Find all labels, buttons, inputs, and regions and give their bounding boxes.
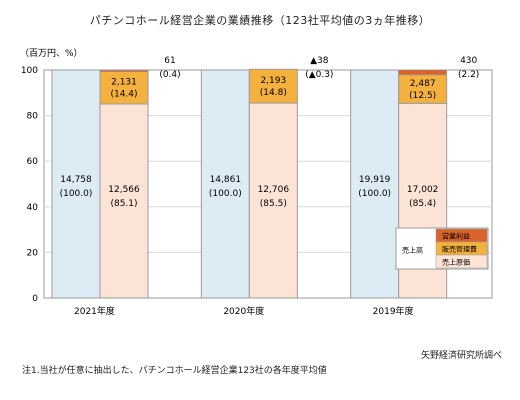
chart-title: パチンコホール経営企業の業績推移（123社平均値の3ヵ年推移）: [89, 14, 431, 27]
sga-bar: [398, 74, 448, 104]
legend-entry-cost-swatch: [435, 254, 488, 269]
legend-entry-sga: 販売管理費: [442, 245, 477, 254]
legend-entry-profit: 営業利益: [442, 232, 470, 241]
y-tick-label: 100: [21, 66, 38, 76]
sga-pct-label: (12.5): [409, 91, 436, 101]
sga-bar: [99, 70, 149, 105]
source-credit: 矢野経済研究所調べ: [420, 351, 502, 361]
y-tick-label: 20: [27, 248, 39, 258]
unit-label: （百万円、%）: [20, 48, 83, 59]
x-category-label: 2019年度: [373, 305, 414, 317]
footnote: 注1.当社が任意に抽出した、パチンコホール経営企業123社の各年度平均値: [22, 366, 327, 376]
revenue-pct-label: (100.0): [60, 189, 93, 199]
cost-value-label: 17,002: [407, 185, 439, 195]
revenue-value-label: 14,758: [60, 175, 92, 185]
profit-value-label: 61: [164, 56, 175, 66]
profit-bar: [99, 69, 149, 72]
profit-bar: [398, 69, 447, 76]
x-category-label: 2020年度: [223, 305, 264, 317]
cost-bar: [248, 102, 298, 299]
y-tick-label: 80: [27, 112, 39, 122]
sga-pct-label: (14.8): [260, 88, 287, 98]
revenue-value-label: 14,861: [210, 175, 242, 185]
y-tick-label: 40: [27, 203, 39, 213]
sga-value-label: 2,193: [260, 76, 286, 86]
cost-pct-label: (85.4): [409, 199, 436, 209]
x-category-label: 2021年度: [74, 305, 115, 317]
revenue-value-label: 19,919: [359, 175, 391, 185]
cost-value-label: 12,566: [108, 185, 140, 195]
cost-pct-label: (85.5): [260, 199, 287, 209]
revenue-pct-label: (100.0): [358, 189, 391, 199]
legend-entry-cost: 売上原価: [442, 258, 470, 267]
cost-pct-label: (85.1): [110, 199, 137, 209]
sga-bar: [248, 68, 298, 104]
revenue-pct-label: (100.0): [209, 189, 242, 199]
cost-bar: [99, 103, 149, 299]
cost-value-label: 12,706: [258, 185, 290, 195]
sga-value-label: 2,487: [410, 79, 436, 89]
sga-value-label: 2,131: [111, 78, 137, 88]
y-tick-label: 0: [32, 294, 38, 304]
profit-value-label: 430: [460, 56, 477, 66]
profit-pct-label: (2.2): [458, 70, 479, 80]
profit-value-label: ▲38: [310, 56, 329, 66]
revenue-bar: [350, 69, 400, 299]
profit-pct-label: (▲0.3): [305, 70, 333, 80]
y-tick-label: 60: [27, 157, 39, 167]
revenue-bar: [200, 69, 250, 299]
profit-pct-label: (0.4): [159, 70, 180, 80]
legend-title: 売上高: [402, 246, 423, 255]
sga-pct-label: (14.4): [110, 90, 137, 100]
